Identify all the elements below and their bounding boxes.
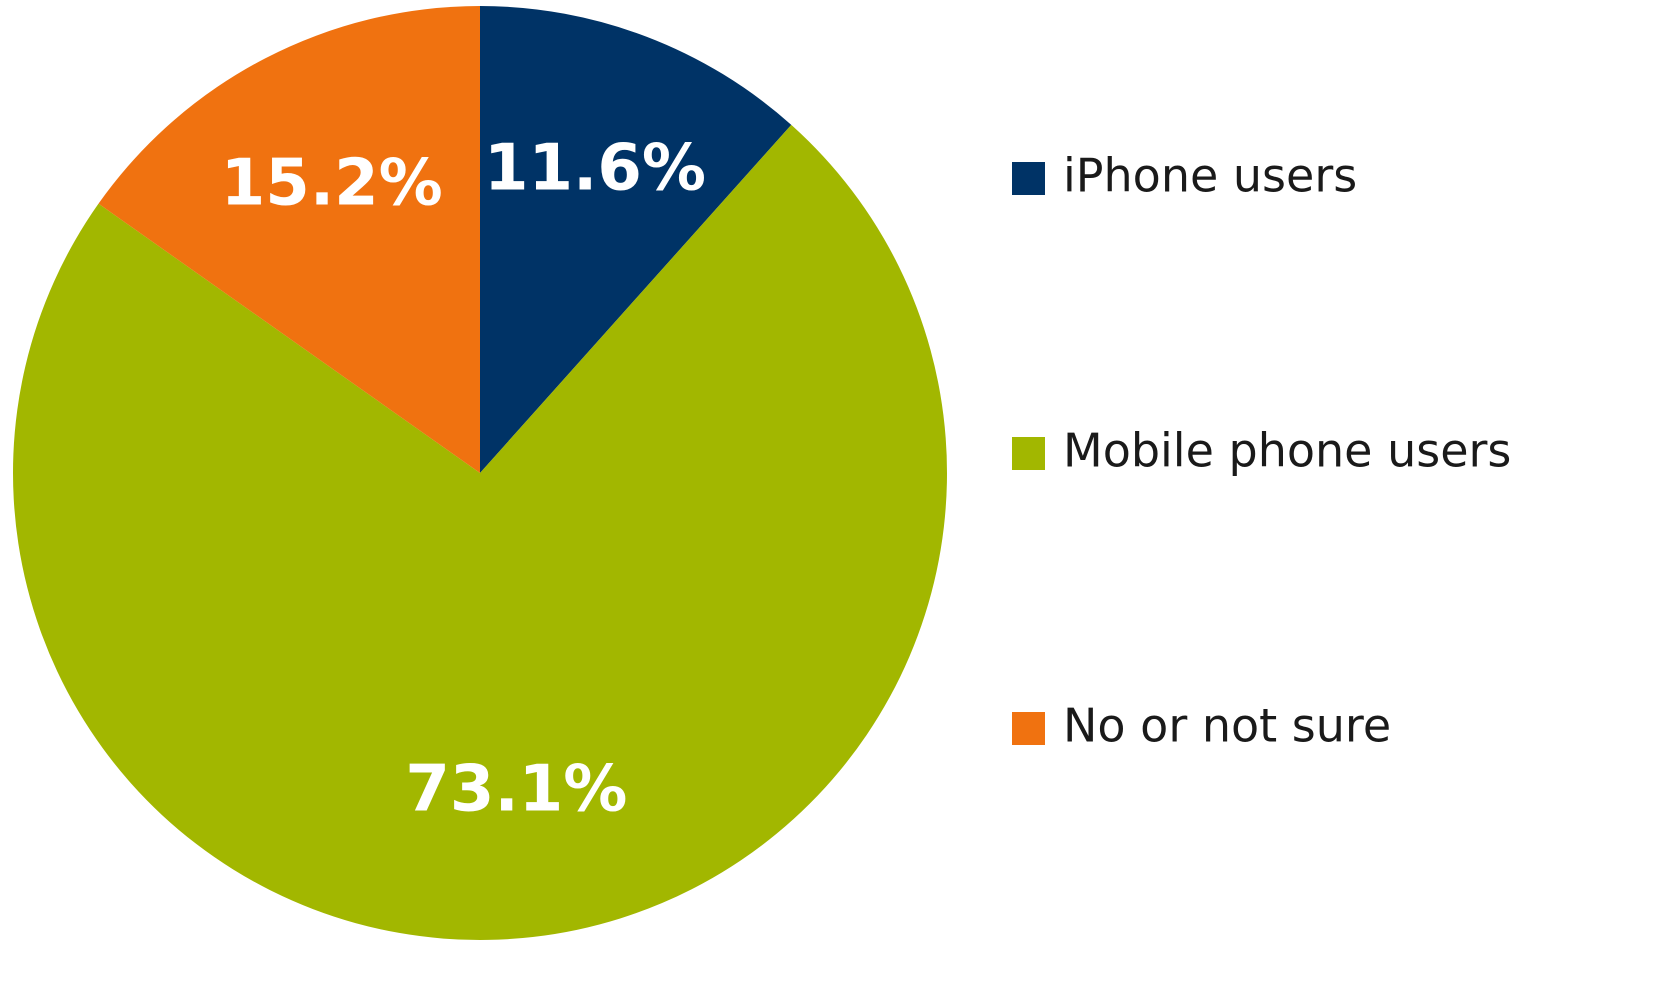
pie-slice [98,5,480,473]
legend-swatch [1012,162,1045,195]
legend-label: iPhone users [1063,149,1357,203]
legend-swatch [1012,437,1045,470]
legend-label: No or not sure [1063,699,1391,753]
pie-slice [12,124,947,940]
data-label: 73.1% [405,753,627,827]
legend-label: Mobile phone users [1063,424,1511,478]
data-label: 11.6% [484,132,706,206]
pie-slice [480,6,792,473]
legend-swatch [1012,712,1045,745]
data-label: 15.2% [221,146,443,220]
